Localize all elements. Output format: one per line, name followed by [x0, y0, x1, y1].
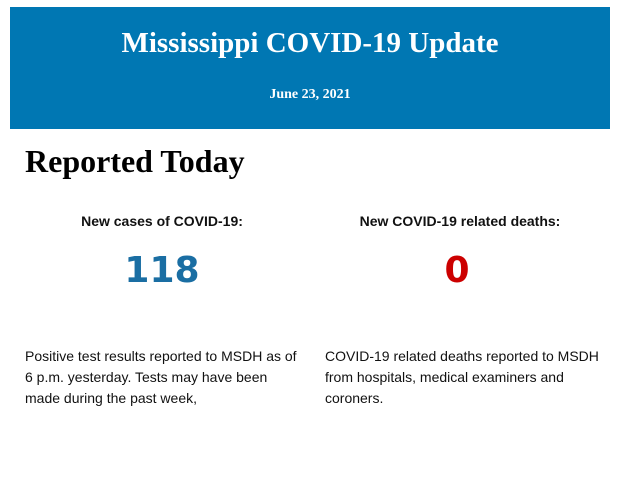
header-banner: Mississippi COVID-19 Update June 23, 202… — [10, 7, 610, 129]
deaths-value: 0 — [444, 250, 470, 291]
deaths-label: New COVID-19 related deaths: — [359, 213, 561, 229]
deaths-description: COVID-19 related deaths reported to MSDH… — [325, 348, 599, 406]
cases-value: 118 — [124, 250, 200, 291]
cases-label: New cases of COVID-19: — [81, 213, 243, 229]
section-title: Reported Today — [25, 143, 245, 179]
page-title: Mississippi COVID-19 Update — [121, 27, 499, 59]
report-date: June 23, 2021 — [269, 87, 351, 102]
cases-description: Positive test results reported to MSDH a… — [25, 348, 297, 406]
